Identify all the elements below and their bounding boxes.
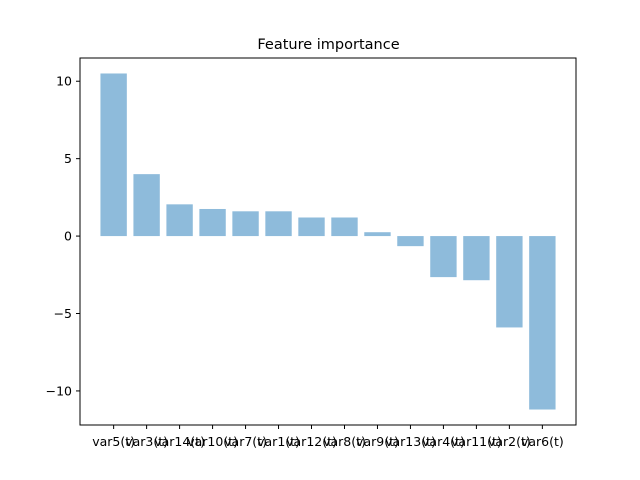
- y-tick-label: 10: [56, 74, 72, 89]
- x-axis: var5(t)var3(t)var14(t)var10(t)var7(t)var…: [92, 425, 564, 449]
- bar-var9(t): [364, 232, 391, 237]
- x-tick-label: var3(t): [125, 434, 168, 449]
- bar-var6(t): [529, 236, 556, 410]
- x-tick-label: var4(t): [422, 434, 465, 449]
- x-tick-label: var2(t): [488, 434, 531, 449]
- y-tick-label: −5: [54, 306, 72, 321]
- bars-group: [100, 73, 556, 410]
- x-tick-label: var5(t): [92, 434, 135, 449]
- bar-var8(t): [331, 217, 358, 237]
- plot-frame: [79, 57, 577, 426]
- x-tick-label: var14(t): [154, 434, 205, 449]
- bar-var7(t): [232, 211, 259, 237]
- bar-var14(t): [166, 204, 193, 237]
- bar-var3(t): [133, 174, 160, 237]
- bar-var4(t): [430, 236, 457, 278]
- x-tick-label: var6(t): [521, 434, 564, 449]
- bar-var13(t): [397, 236, 424, 247]
- bar-var11(t): [463, 236, 490, 281]
- x-tick-label: var11(t): [451, 434, 502, 449]
- x-tick-label: var12(t): [286, 434, 337, 449]
- chart-title: Feature importance: [257, 37, 399, 53]
- x-tick-label: var10(t): [187, 434, 238, 449]
- y-tick-label: 0: [64, 229, 72, 244]
- y-tick-label: 5: [64, 151, 72, 166]
- x-tick-label: var7(t): [224, 434, 267, 449]
- bar-var10(t): [199, 208, 226, 237]
- bar-var1(t): [265, 211, 292, 237]
- x-tick-label: var1(t): [257, 434, 300, 449]
- x-tick-label: var13(t): [385, 434, 436, 449]
- x-tick-label: var9(t): [356, 434, 399, 449]
- bar-var2(t): [496, 236, 523, 328]
- bar-var12(t): [298, 217, 325, 237]
- y-axis: −10 −5 0 5 10: [46, 74, 80, 398]
- x-tick-label: var8(t): [323, 434, 366, 449]
- y-tick-label: −10: [46, 383, 72, 398]
- bar-var5(t): [100, 73, 127, 237]
